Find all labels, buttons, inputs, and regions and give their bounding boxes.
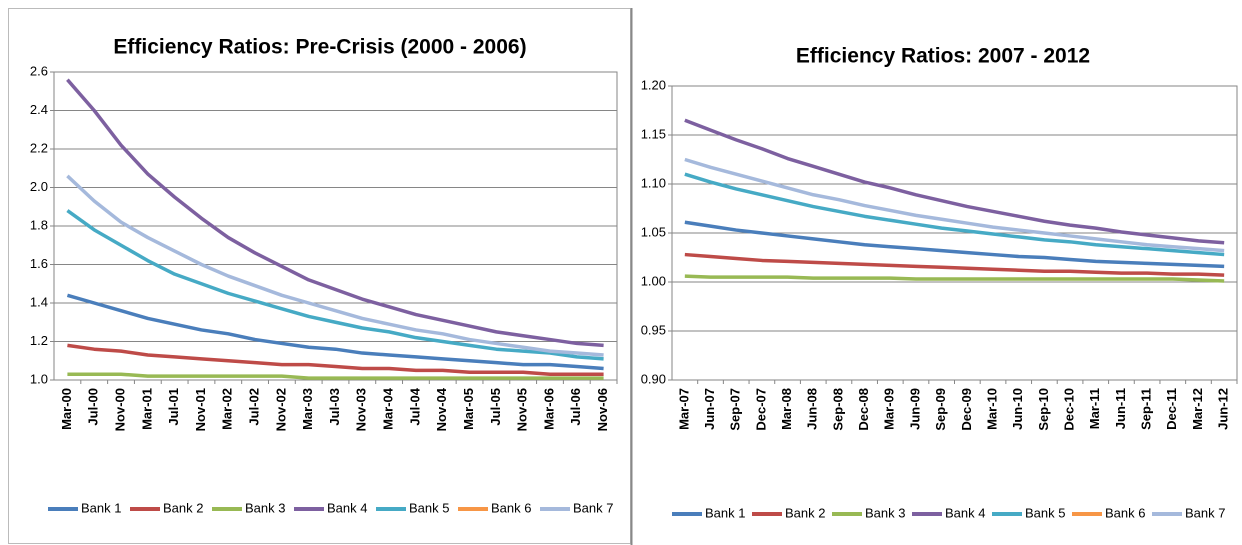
x-tick-label: Dec-11	[1164, 388, 1179, 430]
x-tick-label: Sep-11	[1139, 388, 1154, 430]
x-tick-label: Jul-01	[166, 388, 181, 426]
x-tick-label: Jun-07	[702, 388, 717, 430]
y-tick-label: 2.2	[30, 140, 48, 155]
legend-label: Bank 4	[945, 505, 985, 520]
x-tick-label: Jul-04	[407, 387, 422, 425]
series-line	[67, 343, 604, 376]
series-line	[67, 372, 604, 380]
x-tick-label: Sep-07	[728, 388, 743, 431]
y-tick-label: 1.05	[641, 224, 666, 239]
x-tick-label: Jun-09	[907, 388, 922, 430]
series-line	[684, 118, 1225, 245]
x-tick-label: Mar-04	[381, 387, 396, 430]
x-tick-label: Mar-11	[1087, 388, 1102, 429]
series-line	[684, 172, 1225, 257]
x-tick-label: Mar-02	[220, 388, 235, 430]
series-line	[684, 252, 1225, 277]
y-tick-label: 1.10	[641, 175, 666, 190]
x-tick-label: Mar-08	[779, 388, 794, 430]
legend-label: Bank 4	[327, 500, 367, 515]
x-tick-label: Sep-10	[1036, 388, 1051, 431]
y-tick-label: 1.2	[30, 333, 48, 348]
x-tick-label: Dec-08	[856, 388, 871, 431]
x-tick-label: Sep-08	[830, 388, 845, 431]
x-tick-label: Dec-07	[753, 388, 768, 431]
x-tick-label: Jul-05	[488, 388, 503, 426]
series-line	[684, 220, 1225, 269]
legend-label: Bank 6	[1105, 505, 1145, 520]
x-tick-label: Mar-07	[676, 388, 691, 430]
series-line	[66, 293, 604, 371]
x-tick-label: Jul-03	[327, 388, 342, 426]
x-tick-label: Mar-09	[882, 388, 897, 430]
legend-label: Bank 7	[573, 500, 613, 515]
legend-label: Bank 1	[705, 505, 745, 520]
x-tick-label: Nov-03	[354, 388, 369, 431]
x-tick-label: Mar-00	[59, 388, 74, 430]
x-tick-label: Jul-02	[247, 388, 262, 426]
x-tick-label: Nov-01	[193, 388, 208, 431]
x-tick-label: Nov-02	[273, 388, 288, 431]
series-line	[684, 157, 1225, 253]
x-tick-label: Jun-12	[1216, 388, 1231, 430]
x-tick-label: Jul-06	[568, 388, 583, 426]
chart-title: Efficiency Ratios: 2007 - 2012	[796, 45, 1090, 68]
x-tick-label: Mar-12	[1190, 388, 1205, 430]
x-tick-label: Mar-10	[984, 388, 999, 430]
series-line	[66, 209, 604, 361]
x-tick-label: Mar-01	[139, 388, 154, 430]
x-tick-label: Mar-05	[461, 388, 476, 430]
x-tick-label: Nov-04	[434, 387, 449, 431]
x-tick-label: Jun-10	[1010, 388, 1025, 430]
legend-label: Bank 3	[865, 505, 905, 520]
x-tick-label: Jun-11	[1113, 388, 1128, 429]
legend-label: Bank 5	[1025, 505, 1065, 520]
legend-label: Bank 5	[409, 500, 449, 515]
chart-title: Efficiency Ratios: Pre-Crisis (2000 - 20…	[113, 36, 526, 59]
series-line	[66, 78, 604, 348]
x-tick-label: Nov-05	[515, 388, 530, 431]
y-tick-label: 2.6	[30, 63, 48, 78]
y-tick-label: 2.4	[30, 102, 48, 117]
legend-label: Bank 6	[491, 500, 531, 515]
y-tick-label: 1.15	[641, 126, 666, 141]
series-line	[66, 174, 604, 357]
y-tick-label: 1.4	[30, 294, 48, 309]
y-tick-label: 1.6	[30, 256, 48, 271]
x-tick-label: Dec-09	[959, 388, 974, 431]
x-tick-label: Dec-10	[1062, 388, 1077, 431]
y-tick-label: 0.90	[641, 371, 666, 386]
y-tick-label: 2.0	[30, 179, 48, 194]
x-tick-label: Nov-00	[112, 388, 127, 431]
x-tick-label: Sep-09	[933, 388, 948, 431]
x-tick-label: Jun-08	[805, 388, 820, 430]
legend-label: Bank 2	[785, 505, 825, 520]
y-tick-label: 1.20	[641, 77, 666, 92]
y-tick-label: 1.8	[30, 217, 48, 232]
x-tick-label: Mar-03	[300, 388, 315, 430]
y-tick-label: 1.0	[30, 371, 48, 386]
x-tick-label: Mar-06	[541, 388, 556, 430]
legend-label: Bank 2	[163, 500, 203, 515]
series-line	[684, 274, 1225, 283]
y-tick-label: 0.95	[641, 322, 666, 337]
legend-label: Bank 1	[81, 500, 121, 515]
x-tick-label: Nov-06	[595, 388, 610, 431]
legend-label: Bank 7	[1185, 505, 1225, 520]
x-tick-label: Jul-00	[86, 388, 101, 426]
legend-label: Bank 3	[245, 500, 285, 515]
left-panel-frame	[8, 8, 631, 544]
plot-frame	[53, 71, 618, 381]
y-tick-label: 1.00	[641, 273, 666, 288]
